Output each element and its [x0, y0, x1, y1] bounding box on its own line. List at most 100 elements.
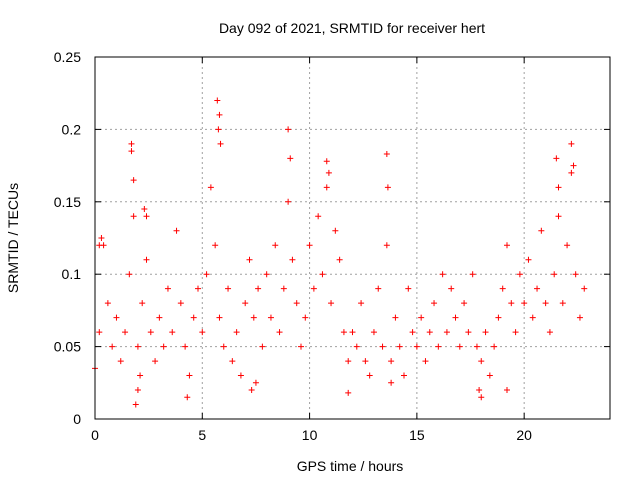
data-point-marker: [581, 285, 588, 292]
data-point-marker: [388, 358, 395, 365]
x-tick-label: 20: [516, 427, 532, 443]
data-point-marker: [570, 162, 577, 169]
data-point-marker: [469, 271, 476, 278]
data-point-marker: [521, 300, 528, 307]
data-point-marker: [422, 358, 429, 365]
data-point-marker: [495, 314, 502, 321]
data-point-marker: [184, 394, 191, 401]
data-point-marker: [207, 184, 214, 191]
data-point-marker: [482, 329, 489, 336]
data-point-marker: [431, 300, 438, 307]
data-point-marker: [336, 256, 343, 263]
data-point-marker: [525, 256, 532, 263]
x-axis-label: GPS time / hours: [297, 458, 404, 474]
data-point-marker: [190, 314, 197, 321]
data-point-marker: [272, 242, 279, 249]
data-point-marker: [555, 184, 562, 191]
data-point-marker: [504, 242, 510, 249]
data-point-marker: [128, 140, 135, 147]
data-point-marker: [576, 314, 583, 321]
x-tick-label: 10: [302, 427, 318, 443]
data-point-marker: [401, 372, 407, 379]
data-point-marker: [285, 126, 292, 133]
y-tick-label: 0.25: [54, 49, 81, 65]
data-point-marker: [516, 271, 523, 278]
data-point-marker: [259, 343, 266, 350]
data-point-marker: [220, 343, 227, 350]
data-point-marker: [216, 111, 223, 118]
data-point-marker: [553, 155, 560, 162]
data-point-marker: [473, 343, 480, 350]
data-point-marker: [559, 300, 566, 307]
axis-ticks: 0 5 10 15 20 0 0.05 0.1 0.15 0.2 0.25: [54, 49, 610, 443]
grid-lines: [95, 57, 610, 419]
data-point-marker: [476, 387, 483, 394]
data-point-marker: [287, 155, 294, 162]
data-point-marker: [370, 329, 377, 336]
data-point-marker: [169, 329, 176, 336]
data-point-marker: [143, 213, 150, 220]
data-point-marker: [340, 329, 347, 336]
data-point-marker: [132, 401, 139, 408]
data-point-marker: [555, 213, 562, 220]
data-point-marker: [383, 242, 390, 249]
y-axis-label: SRMTID / TECUs: [5, 183, 21, 293]
data-point-marker: [349, 329, 356, 336]
data-point-marker: [237, 372, 244, 379]
data-point-marker: [276, 329, 283, 336]
data-point-marker: [443, 329, 450, 336]
chart-title: Day 092 of 2021, SRMTID for receiver her…: [219, 20, 485, 36]
data-point-marker: [383, 151, 390, 158]
data-point-marker: [345, 389, 352, 396]
data-point-marker: [508, 300, 515, 307]
x-tick-label: 15: [409, 427, 425, 443]
data-point-marker: [104, 300, 111, 307]
data-point-marker: [147, 329, 154, 336]
y-tick-label: 0.15: [54, 194, 81, 210]
data-point-marker: [409, 329, 416, 336]
data-point-marker: [267, 314, 274, 321]
data-point-marker: [134, 343, 141, 350]
data-point-marker: [246, 256, 253, 263]
data-point-marker: [439, 271, 446, 278]
data-point-marker: [285, 198, 292, 205]
data-point-marker: [225, 285, 232, 292]
data-point-marker: [448, 285, 455, 292]
data-point-marker: [152, 358, 159, 365]
data-point-marker: [353, 343, 360, 350]
data-point-marker: [263, 271, 270, 278]
data-point-marker: [538, 227, 545, 234]
data-point-marker: [379, 343, 386, 350]
data-point-marker: [212, 242, 219, 249]
data-point-marker: [130, 213, 137, 220]
data-point-marker: [242, 300, 249, 307]
data-point-marker: [113, 314, 120, 321]
data-point-marker: [315, 213, 322, 220]
data-point-marker: [345, 358, 352, 365]
data-point-marker: [418, 314, 425, 321]
x-tick-label: 0: [91, 427, 99, 443]
data-point-marker: [362, 358, 369, 365]
data-point-marker: [572, 271, 579, 278]
data-point-marker: [486, 372, 493, 379]
y-tick-label: 0.1: [62, 266, 82, 282]
data-point-marker: [217, 140, 224, 147]
data-point-marker: [504, 387, 510, 394]
data-point-marker: [328, 300, 335, 307]
data-point-marker: [203, 271, 210, 278]
data-point-marker: [546, 329, 553, 336]
data-point-marker: [392, 314, 399, 321]
y-tick-label: 0: [73, 411, 81, 427]
data-point-marker: [332, 227, 339, 234]
data-point-marker: [126, 271, 133, 278]
data-point-marker: [375, 285, 382, 292]
data-point-marker: [98, 235, 105, 241]
data-point-marker: [248, 387, 255, 394]
x-tick-label: 5: [198, 427, 206, 443]
data-point-marker: [568, 169, 575, 176]
data-point-marker: [435, 343, 442, 350]
data-point-marker: [478, 358, 485, 365]
data-point-marker: [164, 285, 171, 292]
data-point-marker: [456, 343, 463, 350]
data-point-marker: [405, 285, 412, 292]
